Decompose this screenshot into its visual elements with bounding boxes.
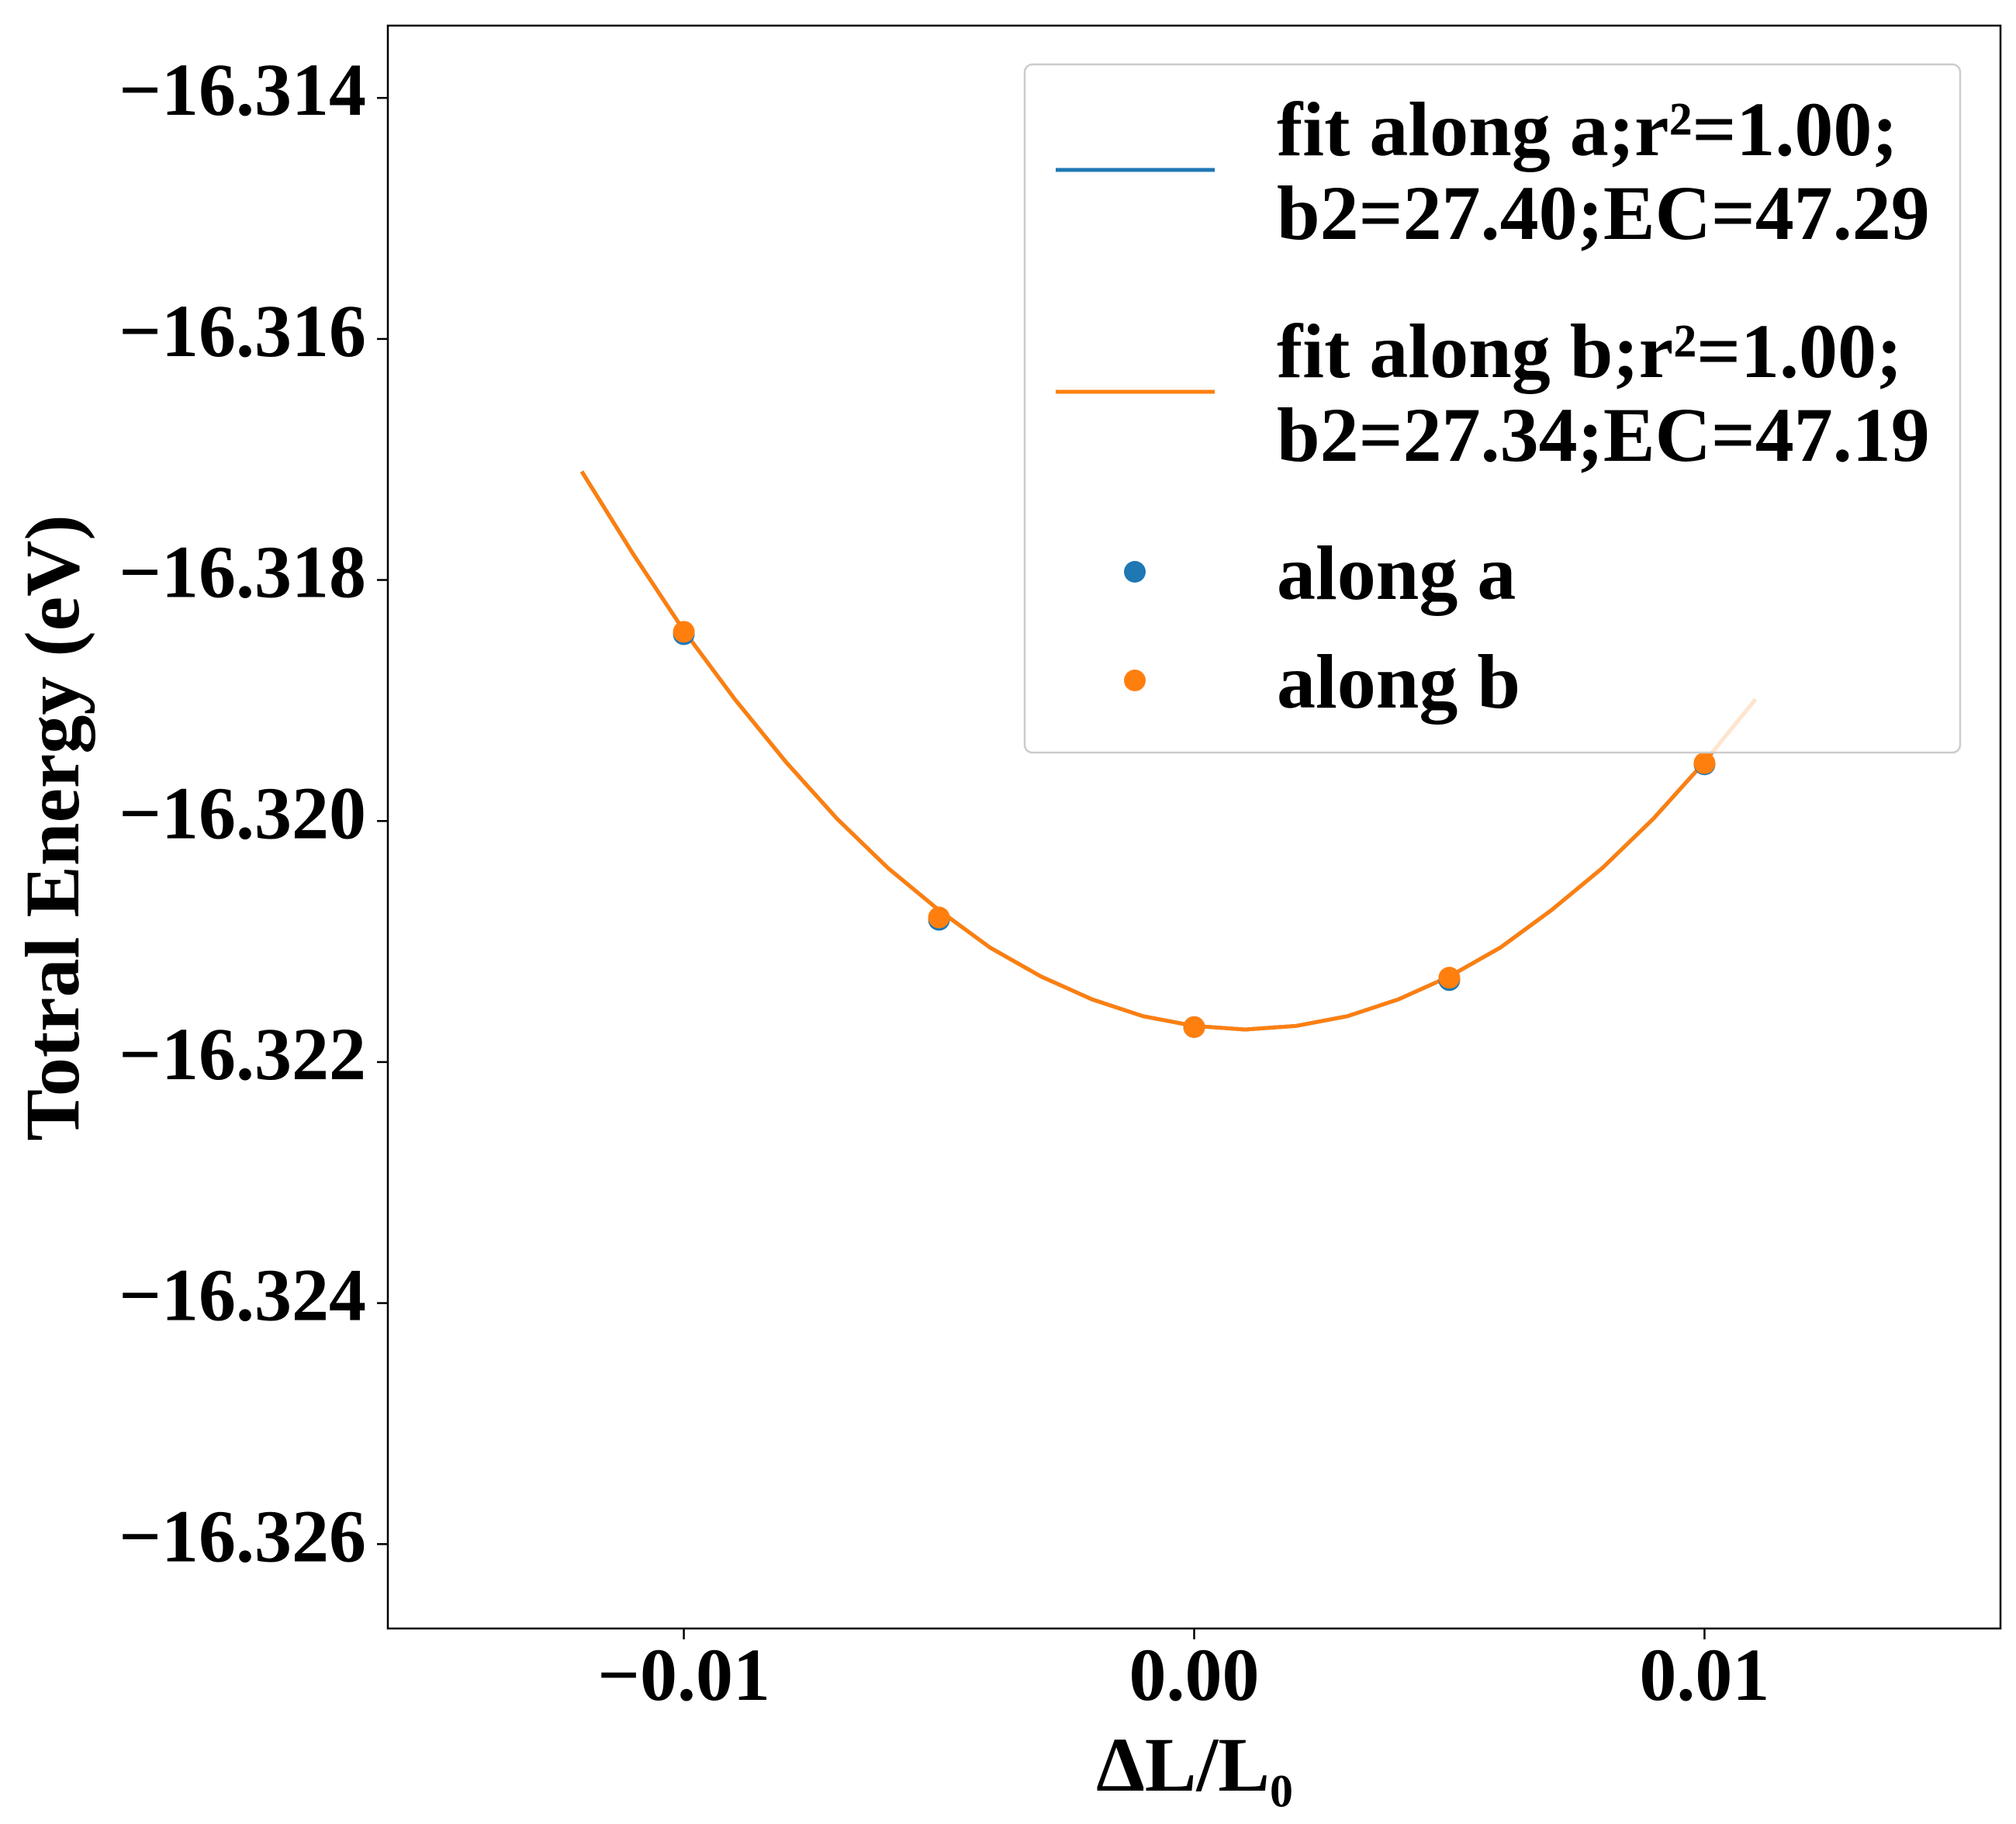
legend-label: along b bbox=[1277, 639, 1520, 725]
y-axis-label: Totral Energy (eV) bbox=[9, 514, 95, 1140]
data-point bbox=[1438, 967, 1461, 989]
legend-label: fit along b;r²=1.00; bbox=[1277, 308, 1902, 394]
legend: fit along a;r²=1.00;b2=27.40;EC=47.29 fit… bbox=[1023, 63, 1962, 754]
x-tick-label: −0.01 bbox=[597, 1633, 770, 1716]
legend-marker bbox=[1124, 561, 1146, 583]
data-point bbox=[673, 621, 695, 643]
plot-frame bbox=[386, 24, 2002, 1630]
y-tick-label: −16.316 bbox=[119, 289, 366, 372]
data-point bbox=[928, 906, 950, 929]
data-point bbox=[1183, 1016, 1205, 1038]
x-axis-label: ΔL/L₀ bbox=[1096, 1722, 1293, 1808]
legend-label: b2=27.40;EC=47.29 bbox=[1277, 170, 1930, 256]
legend-marker bbox=[1124, 670, 1146, 691]
y-tick-label: −16.322 bbox=[119, 1012, 366, 1095]
legend-box bbox=[1023, 63, 1962, 754]
y-tick-label: −16.324 bbox=[119, 1254, 366, 1337]
legend-label: fit along a;r²=1.00; bbox=[1277, 86, 1898, 172]
legend-label: b2=27.34;EC=47.19 bbox=[1277, 392, 1930, 478]
fit-line bbox=[579, 470, 1758, 1032]
x-tick-label: 0.00 bbox=[1129, 1633, 1260, 1716]
y-tick-label: −16.326 bbox=[119, 1494, 366, 1577]
y-tick-label: −16.320 bbox=[119, 771, 366, 854]
y-tick-label: −16.318 bbox=[119, 531, 366, 614]
y-tick-label: −16.314 bbox=[119, 48, 366, 131]
legend-label: along a bbox=[1277, 530, 1516, 616]
x-tick-label: 0.01 bbox=[1639, 1633, 1769, 1716]
plot-area bbox=[579, 470, 1758, 1038]
data-point bbox=[1693, 752, 1716, 774]
